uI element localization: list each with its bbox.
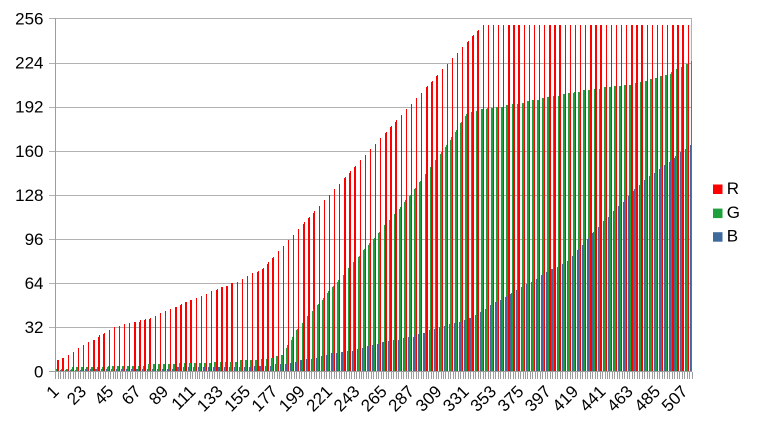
svg-text:192: 192 — [15, 98, 43, 117]
svg-text:96: 96 — [25, 230, 44, 249]
svg-text:128: 128 — [15, 186, 43, 205]
svg-text:64: 64 — [25, 274, 44, 293]
svg-text:32: 32 — [25, 318, 44, 337]
svg-text:G: G — [727, 203, 740, 222]
svg-text:B: B — [727, 226, 738, 245]
svg-text:R: R — [727, 179, 739, 198]
svg-text:0: 0 — [34, 362, 43, 381]
svg-text:160: 160 — [15, 142, 43, 161]
svg-text:224: 224 — [15, 54, 43, 73]
svg-text:256: 256 — [15, 10, 43, 29]
